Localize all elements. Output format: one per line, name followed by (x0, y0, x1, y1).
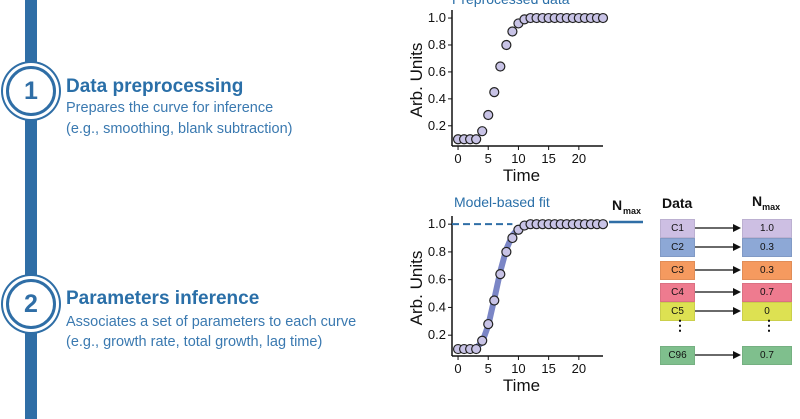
y-tick-label: 0.2 (428, 327, 446, 342)
data-point (501, 246, 512, 258)
x-axis-label: Time (503, 166, 540, 185)
row-arrowhead (733, 224, 741, 232)
step2-desc-line1: Associates a set of parameters to each c… (66, 314, 357, 330)
row-arrowhead (733, 288, 741, 296)
table-data-cell: C1 (660, 219, 695, 238)
table-data-cell: C5 (660, 302, 695, 321)
table-nmax-cell: 1.0 (742, 219, 792, 238)
table-nmax-cell: 0.3 (742, 261, 792, 280)
data-point (477, 335, 488, 346)
y-axis-label: Arb. Units (407, 43, 426, 118)
table-nmax-cell: 0 (742, 302, 792, 321)
row-arrowhead (733, 266, 741, 274)
row-arrowhead (733, 307, 741, 315)
table-data-header: Data (662, 195, 693, 211)
x-tick-label: 0 (454, 361, 461, 376)
x-axis-label: Time (503, 376, 540, 395)
x-tick-label: 20 (572, 151, 586, 166)
nmax-annotation-sub: max (623, 206, 641, 216)
nmax-annotation: N (612, 197, 622, 213)
preprocessed-chart: Preprocessed data 0 5 10 15 20 0.2 0.4 0.6 0.8 1.0… (407, 0, 609, 185)
x-tick-label: 5 (485, 361, 492, 376)
step1-title: Data preprocessing (66, 76, 244, 97)
row-arrowhead (733, 243, 741, 251)
data-point (477, 126, 488, 137)
data-point (471, 343, 482, 355)
step1-desc-line1: Prepares the curve for inference (66, 100, 274, 116)
y-tick-label: 1.0 (428, 10, 446, 25)
y-tick-label: 0.6 (428, 64, 446, 79)
x-tick-label: 20 (572, 361, 586, 376)
y-tick-label: 0.2 (428, 118, 446, 133)
step2-number-badge: 2 (6, 279, 56, 329)
ellipsis-dots: ⋮ (673, 317, 687, 333)
table-nmax-cell: 0.3 (742, 238, 792, 257)
table-data-cell: C2 (660, 238, 695, 257)
y-tick-label: 0.4 (428, 299, 446, 314)
y-tick-label: 0.8 (428, 244, 446, 259)
row-arrowhead (733, 351, 741, 359)
model-fit-chart: Model-based fit 0 5 10 15 20 0.2 0.4 0.6 0.8 1.0 Ti… (407, 194, 643, 395)
y-axis-label: Arb. Units (407, 251, 426, 326)
data-point (495, 61, 506, 72)
data-point (597, 12, 609, 24)
data-point (507, 232, 518, 244)
data-point (597, 219, 609, 230)
data-point (489, 87, 500, 98)
table-data-cell: C3 (660, 261, 695, 280)
x-tick-label: 10 (511, 151, 525, 166)
x-tick-label: 15 (541, 361, 555, 376)
table-nmax-cell: 0.7 (742, 283, 792, 302)
step2-title: Parameters inference (66, 288, 260, 309)
x-tick-label: 15 (541, 151, 555, 166)
y-tick-label: 0.6 (428, 272, 446, 287)
data-point (483, 109, 494, 121)
data-point (471, 134, 482, 145)
chart-title: Preprocessed data (452, 0, 570, 7)
step2-desc-line2: (e.g., growth rate, total growth, lag ti… (66, 334, 323, 350)
table-nmax-header: Nmax (752, 193, 781, 212)
x-tick-label: 10 (511, 361, 525, 376)
ellipsis-dots: ⋮ (762, 317, 776, 333)
table-nmax-cell: 0.7 (742, 346, 792, 365)
y-tick-label: 1.0 (428, 216, 446, 231)
x-tick-label: 0 (454, 151, 461, 166)
data-point (501, 39, 512, 51)
data-point (483, 318, 494, 330)
step1-desc-line2: (e.g., smoothing, blank subtraction) (66, 121, 293, 137)
data-point (495, 269, 506, 280)
data-point (489, 295, 500, 306)
table-data-cell: C96 (660, 346, 695, 365)
table-data-cell: C4 (660, 283, 695, 302)
y-tick-label: 0.4 (428, 91, 446, 106)
y-tick-label: 0.8 (428, 37, 446, 52)
chart-title: Model-based fit (454, 194, 550, 210)
data-point (507, 26, 518, 37)
x-tick-label: 5 (485, 151, 492, 166)
step1-number-badge: 1 (6, 66, 56, 116)
